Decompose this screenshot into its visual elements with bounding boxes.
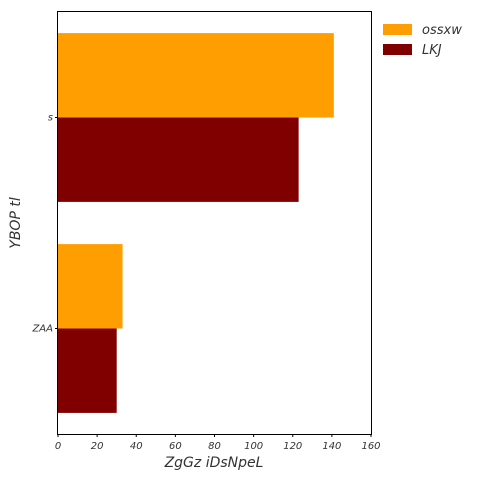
legend-swatch-ossxw	[383, 24, 412, 35]
x-tick-label: 0	[55, 441, 61, 452]
y-axis-title: YBOP tl	[8, 197, 24, 249]
legend-swatch-lkj	[383, 44, 412, 55]
x-tick-label: 100	[244, 441, 263, 452]
bar-ossxw-zaa	[58, 244, 123, 329]
y-tick-label: s	[48, 113, 53, 124]
x-tick-label: 40	[130, 441, 143, 452]
x-axis-ticks: 0 20 40 60 80 100 120 140 160	[55, 434, 381, 452]
x-tick-label: 120	[283, 441, 302, 452]
legend-label-lkj: LKJ	[422, 43, 442, 58]
x-tick-label: 20	[91, 441, 104, 452]
x-tick-label: 80	[208, 441, 221, 452]
x-tick-label: 140	[322, 441, 341, 452]
legend-label-ossxw: ossxw	[422, 23, 462, 38]
bars-layer	[58, 33, 334, 413]
y-axis-ticks: s ZAA	[31, 113, 58, 335]
bar-lkj-zaa	[58, 328, 117, 413]
x-axis-title: ZgGz iDsNpeL	[164, 455, 264, 471]
x-tick-label: 160	[361, 441, 380, 452]
bar-lkj-s	[58, 117, 299, 202]
legend: ossxw LKJ	[383, 23, 462, 58]
y-tick-label: ZAA	[31, 324, 53, 335]
bar-ossxw-s	[58, 33, 334, 118]
x-tick-label: 60	[169, 441, 182, 452]
